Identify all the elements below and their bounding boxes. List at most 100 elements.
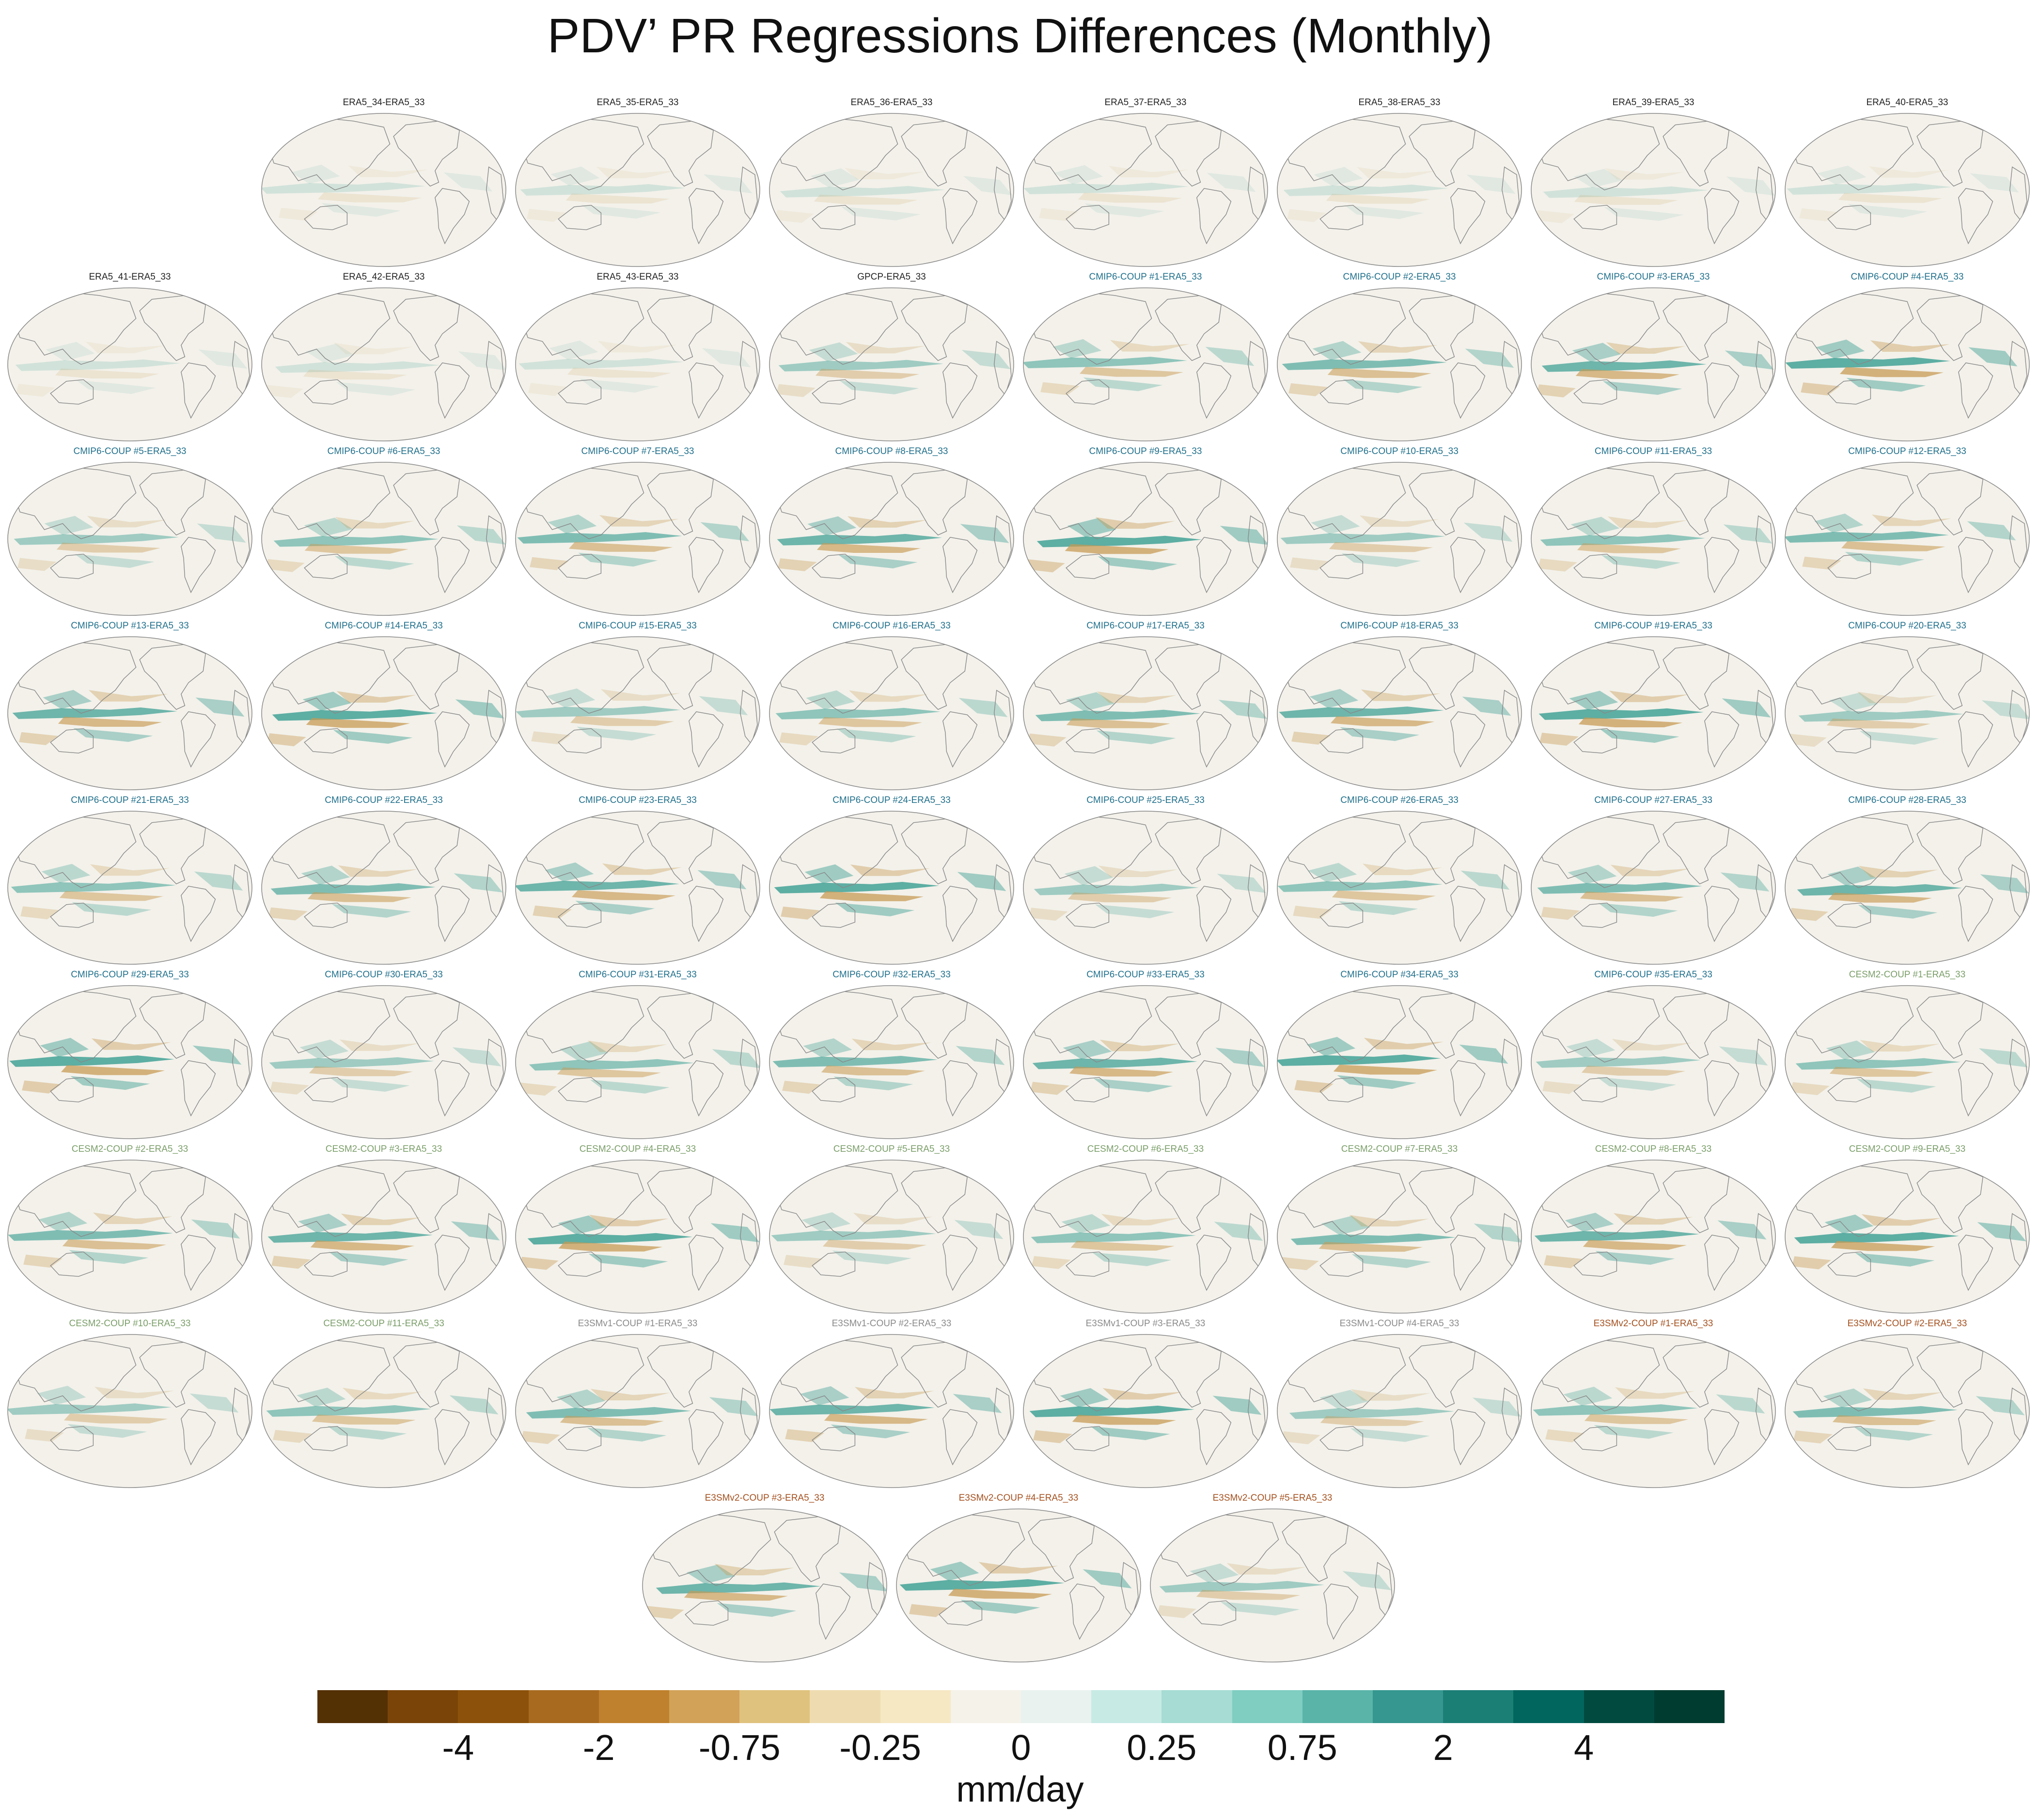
dry-anomaly bbox=[1110, 340, 1190, 352]
wet-anomaly bbox=[1787, 183, 1952, 195]
wet-anomaly bbox=[305, 344, 355, 363]
greenland-coast bbox=[459, 1163, 476, 1177]
regression-map bbox=[1277, 287, 1522, 441]
map-panel: CESM2-COUP #9-ERA5_33 bbox=[1783, 1144, 2031, 1318]
wet-anomaly bbox=[1817, 165, 1867, 185]
dry-anomaly bbox=[1349, 1215, 1429, 1227]
wet-anomaly bbox=[703, 174, 753, 193]
map-panel: E3SMv1-COUP #1-ERA5_33 bbox=[514, 1318, 762, 1492]
south-america-coast bbox=[435, 362, 470, 419]
dry-anomaly bbox=[1612, 1039, 1692, 1051]
dry-anomaly bbox=[91, 1038, 171, 1050]
wet-anomaly bbox=[1061, 1214, 1111, 1233]
regression-map bbox=[1023, 462, 1268, 616]
wet-anomaly bbox=[1827, 866, 1877, 886]
wet-anomaly bbox=[769, 1404, 935, 1415]
wet-anomaly bbox=[809, 342, 858, 361]
wet-anomaly bbox=[957, 872, 1006, 891]
map-panel: E3SMv2-COUP #3-ERA5_33 bbox=[641, 1492, 889, 1667]
wet-anomaly bbox=[1220, 1601, 1300, 1616]
panel-title: CMIP6-COUP #3-ERA5_33 bbox=[1597, 272, 1710, 282]
wet-anomaly bbox=[330, 1078, 410, 1092]
wet-anomaly bbox=[1719, 1046, 1768, 1066]
wet-anomaly bbox=[43, 690, 92, 709]
australia-coast bbox=[812, 204, 856, 230]
australia-coast bbox=[558, 1251, 602, 1277]
greenland-coast bbox=[967, 466, 984, 480]
map-panel: CESM2-COUP #2-ERA5_33 bbox=[6, 1144, 254, 1318]
australia-coast bbox=[1827, 1251, 1871, 1277]
dry-anomaly bbox=[1287, 209, 1326, 222]
colorbar-swatch bbox=[1232, 1690, 1303, 1723]
dry-anomaly bbox=[1609, 690, 1689, 702]
panel-title: CMIP6-COUP #35-ERA5_33 bbox=[1594, 970, 1712, 980]
regression-map bbox=[1023, 985, 1268, 1139]
greenland-coast bbox=[1982, 291, 1999, 305]
south-america-coast bbox=[689, 1060, 724, 1117]
colorbar-tick-label: -0.75 bbox=[698, 1727, 781, 1768]
map-panel: CMIP6-COUP #2-ERA5_33 bbox=[1275, 271, 1523, 446]
wet-anomaly bbox=[1217, 874, 1266, 893]
panel-title: CMIP6-COUP #15-ERA5_33 bbox=[579, 621, 697, 631]
panel-title: E3SMv1-COUP #4-ERA5_33 bbox=[1339, 1318, 1459, 1329]
wet-anomaly bbox=[189, 1393, 239, 1413]
panel-title: CESM2-COUP #1-ERA5_33 bbox=[1849, 970, 1966, 980]
australia-coast bbox=[1319, 1426, 1364, 1451]
dry-anomaly bbox=[1539, 733, 1579, 746]
map-frame bbox=[1531, 462, 1776, 616]
map-panel: ERA5_34-ERA5_33 bbox=[260, 97, 508, 271]
wet-anomaly bbox=[833, 1076, 913, 1091]
wet-anomaly bbox=[960, 1600, 1040, 1614]
australia-coast bbox=[558, 204, 602, 230]
wet-anomaly bbox=[556, 1389, 606, 1409]
wet-anomaly bbox=[960, 524, 1009, 543]
south-america-coast bbox=[942, 886, 978, 942]
dry-anomaly bbox=[1544, 1255, 1583, 1269]
south-america-coast bbox=[689, 537, 724, 594]
dry-anomaly bbox=[1613, 1213, 1693, 1225]
map-frame bbox=[1023, 636, 1268, 790]
wet-anomaly bbox=[686, 1565, 736, 1584]
dry-anomaly bbox=[1537, 384, 1576, 398]
wet-anomaly bbox=[517, 532, 682, 544]
regression-map bbox=[1785, 985, 2030, 1139]
wet-anomaly bbox=[9, 1055, 174, 1067]
australia-coast bbox=[1573, 204, 1617, 230]
dry-anomaly bbox=[303, 369, 407, 380]
dry-anomaly bbox=[1040, 382, 1080, 395]
australia-coast bbox=[558, 379, 602, 405]
australia-coast bbox=[1827, 902, 1871, 928]
south-america-coast bbox=[689, 1235, 724, 1291]
australia-coast bbox=[304, 1077, 348, 1102]
dry-anomaly bbox=[90, 864, 170, 876]
greenland-coast bbox=[205, 989, 222, 1003]
australia-coast bbox=[304, 1426, 348, 1451]
colorbar-tick-label: 0 bbox=[1011, 1727, 1031, 1768]
dry-anomaly bbox=[1610, 864, 1690, 877]
dry-anomaly bbox=[1066, 718, 1170, 728]
dry-anomaly bbox=[978, 1562, 1058, 1574]
wet-anomaly bbox=[194, 871, 243, 891]
map-panel: CMIP6-COUP #9-ERA5_33 bbox=[1021, 446, 1270, 620]
map-frame bbox=[1277, 985, 1522, 1139]
map-panel: CMIP6-COUP #34-ERA5_33 bbox=[1275, 969, 1523, 1144]
wet-anomaly bbox=[1282, 359, 1447, 370]
dry-anomaly bbox=[1332, 890, 1436, 901]
map-panel: CMIP6-COUP #10-ERA5_33 bbox=[1275, 446, 1523, 620]
map-frame bbox=[7, 462, 252, 616]
map-background bbox=[1277, 462, 1522, 615]
map-frame bbox=[1023, 287, 1268, 441]
dry-anomaly bbox=[307, 892, 411, 902]
australia-coast bbox=[939, 1600, 983, 1626]
dry-anomaly bbox=[815, 369, 919, 379]
wet-anomaly bbox=[527, 1233, 692, 1245]
greenland-coast bbox=[1728, 640, 1745, 654]
australia-coast bbox=[304, 728, 348, 753]
dry-anomaly bbox=[1541, 907, 1580, 920]
map-frame bbox=[7, 1334, 252, 1488]
greenland-coast bbox=[1982, 989, 1999, 1003]
colorbar-swatch bbox=[810, 1690, 881, 1723]
wet-anomaly bbox=[333, 730, 413, 744]
greenland-coast bbox=[713, 117, 730, 131]
panel-title: CMIP6-COUP #13-ERA5_33 bbox=[71, 621, 189, 631]
